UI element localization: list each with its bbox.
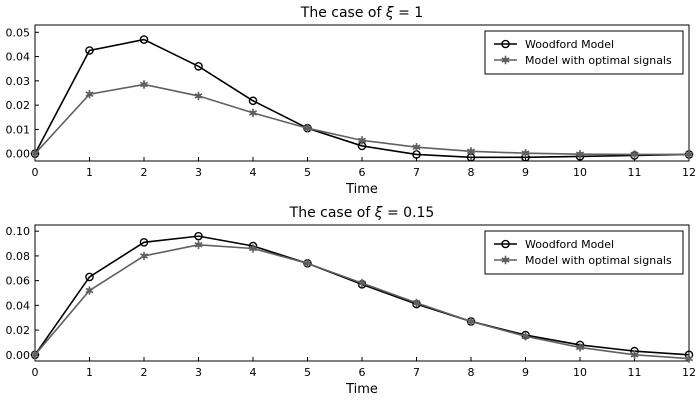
y-tick-label: 0.05 [6, 26, 31, 39]
legend-label: Woodford Model [525, 38, 614, 51]
x-tick-label: 5 [304, 366, 311, 379]
data-point [303, 124, 312, 133]
legend-label: Model with optimal signals [525, 54, 672, 67]
chart-2: The case of ξ = 0.150 1 2 3 4 5 6 7 8 9 10 11 120.00… [6, 205, 697, 397]
data-point [521, 149, 530, 158]
data-point [412, 142, 421, 152]
x-tick-label: 3 [195, 366, 202, 379]
x-tick-label: 9 [522, 166, 529, 179]
legend: Woodford Model Model with optimal signals [484, 230, 684, 275]
data-point [466, 147, 476, 156]
legend: Woodford Model Model with optimal signals [484, 30, 684, 75]
legend-box [484, 230, 684, 275]
data-point [412, 298, 421, 308]
data-point [684, 354, 694, 363]
x-tick-label: 11 [628, 366, 642, 379]
data-point [30, 350, 40, 360]
data-point [303, 259, 312, 268]
x-tick-label: 8 [468, 166, 475, 179]
data-point [139, 238, 149, 247]
y-tick-label: 0.02 [6, 324, 31, 337]
x-tick-label: 9 [522, 366, 529, 379]
data-point [357, 136, 367, 145]
x-tick-label: 8 [468, 366, 475, 379]
data-point [575, 343, 585, 352]
x-tick-label: 6 [359, 166, 366, 179]
data-point [630, 150, 639, 159]
data-point [85, 272, 94, 282]
legend-marker [501, 255, 510, 265]
legend-marker [501, 239, 510, 249]
chart-1: The case of ξ = 10 1 2 3 4 5 6 7 8 9 10 11 120.000.0… [6, 5, 697, 197]
x-tick-label: 7 [413, 166, 420, 179]
y-tick-label: 0.08 [6, 250, 31, 263]
y-tick-label: 0.02 [6, 99, 31, 112]
legend-box [484, 30, 684, 75]
x-tick-label: 2 [141, 166, 148, 179]
y-tick-label: 0.06 [6, 275, 31, 288]
data-point [139, 251, 149, 261]
legend-label: Woodford Model [525, 238, 614, 251]
data-point [85, 286, 94, 295]
x-axis-label: Time [345, 382, 378, 397]
data-point [248, 108, 258, 118]
data-point [194, 61, 203, 71]
data-point [357, 278, 367, 288]
data-point [85, 46, 94, 55]
data-point [684, 150, 694, 159]
data-point [466, 317, 476, 326]
data-point [30, 149, 40, 158]
x-tick-label: 12 [682, 166, 696, 179]
x-tick-label: 3 [195, 166, 202, 179]
x-tick-label: 6 [359, 366, 366, 379]
x-tick-label: 1 [86, 366, 93, 379]
x-tick-label: 1 [86, 166, 93, 179]
data-point [139, 35, 149, 44]
x-tick-label: 4 [250, 366, 257, 379]
y-tick-label: 0.00 [6, 349, 31, 362]
y-tick-label: 0.10 [6, 225, 31, 238]
data-point [194, 91, 203, 101]
legend-label: Model with optimal signals [525, 254, 672, 267]
data-point [521, 332, 530, 341]
y-tick-label: 0.01 [6, 123, 31, 136]
x-axis-label: Time [345, 182, 378, 197]
chart-title: The case of ξ = 1 [300, 5, 423, 21]
legend-marker [501, 39, 510, 49]
data-point [248, 96, 258, 106]
x-tick-label: 2 [141, 366, 148, 379]
data-point [194, 240, 203, 249]
data-point [248, 244, 258, 253]
data-point [575, 150, 585, 159]
data-point [194, 231, 203, 241]
x-tick-label: 12 [682, 366, 696, 379]
x-tick-label: 5 [304, 166, 311, 179]
x-tick-label: 11 [628, 166, 642, 179]
x-tick-label: 7 [413, 366, 420, 379]
y-tick-label: 0.04 [6, 299, 31, 312]
data-point [139, 80, 149, 89]
x-tick-label: 4 [250, 166, 257, 179]
legend-marker [501, 55, 510, 65]
x-tick-label: 10 [573, 166, 587, 179]
x-tick-label: 0 [32, 166, 39, 179]
series-optimal-signals [30, 80, 694, 159]
chart-title: The case of ξ = 0.15 [289, 205, 435, 221]
y-tick-label: 0.03 [6, 75, 31, 88]
data-point [85, 90, 94, 99]
series-optimal-signals [30, 240, 694, 363]
y-tick-label: 0.00 [6, 148, 31, 161]
x-tick-label: 10 [573, 366, 587, 379]
x-tick-label: 0 [32, 366, 39, 379]
y-tick-label: 0.04 [6, 51, 31, 64]
data-point [630, 350, 639, 360]
